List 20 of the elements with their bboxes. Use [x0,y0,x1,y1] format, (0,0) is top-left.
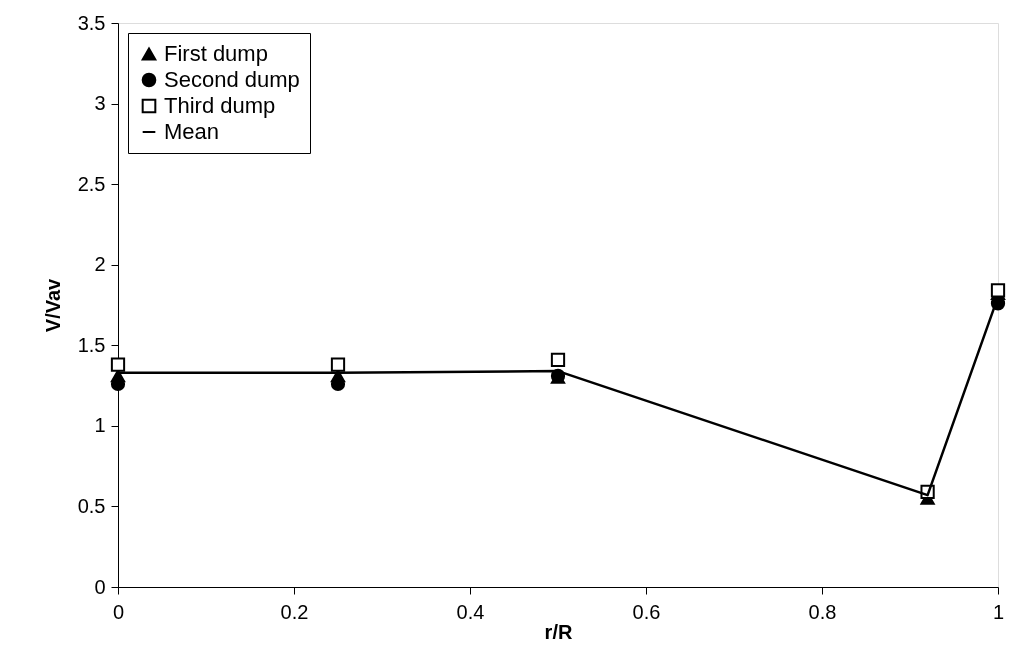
x-tick-label: 1 [992,600,1005,623]
y-tick-label: 3 [94,92,106,115]
y-tick-label: 2 [94,253,106,276]
x-tick-label: 0.8 [808,600,837,623]
y-tick-label: 0.5 [77,494,106,517]
legend-label: Third dump [164,93,276,118]
y-tick-label: 1.5 [77,333,106,356]
x-tick-label: 0.4 [456,600,485,623]
legend-label: First dump [164,41,268,66]
legend-label: Mean [164,119,220,144]
x-tick-label: 0.6 [632,600,661,623]
y-tick-label: 1 [94,414,106,437]
y-tick-label: 3.5 [77,11,106,34]
x-tick-label: 0.2 [280,600,309,623]
x-axis-title: r/R [544,620,573,643]
legend-label: Second dump [164,67,300,92]
y-tick-label: 0 [94,575,106,598]
y-axis-title: V/Vav [41,277,64,333]
y-tick-label: 2.5 [77,172,106,195]
x-tick-label: 0 [112,600,125,623]
